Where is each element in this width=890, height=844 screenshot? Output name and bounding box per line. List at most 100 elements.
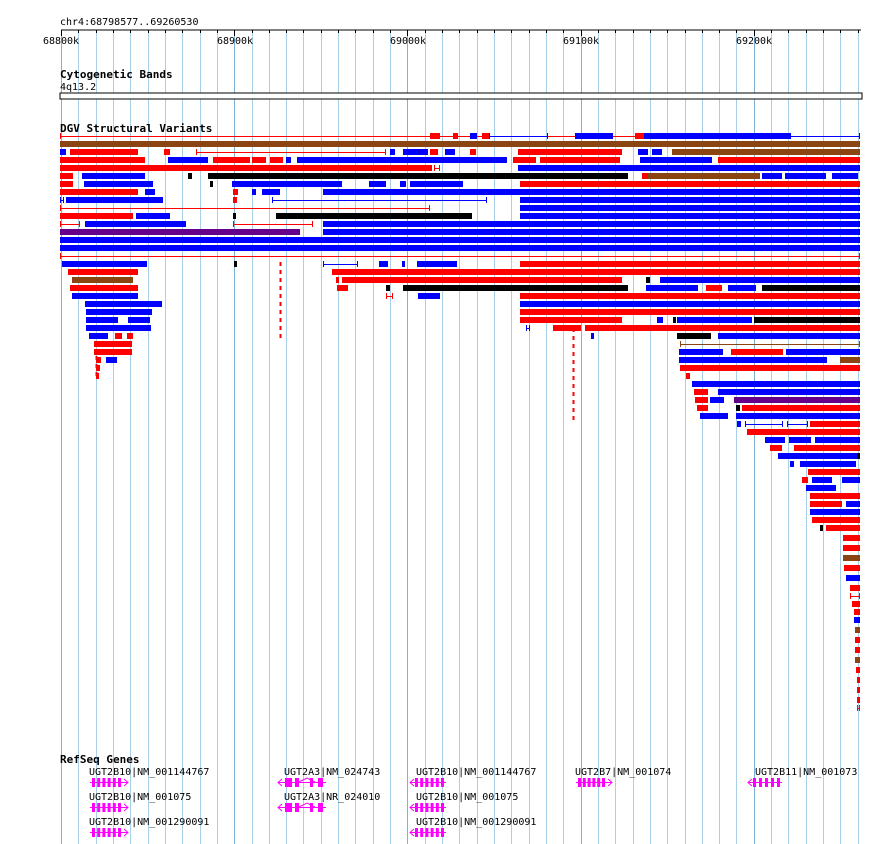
structural-variant[interactable] <box>434 165 440 171</box>
structural-variant[interactable] <box>323 261 358 267</box>
structural-variant[interactable] <box>640 157 712 163</box>
structural-variant[interactable] <box>677 317 752 323</box>
structural-variant[interactable] <box>844 565 860 571</box>
structural-variant[interactable] <box>270 157 283 163</box>
structural-variant[interactable] <box>652 149 662 155</box>
structural-variant[interactable] <box>410 181 463 187</box>
structural-variant[interactable] <box>710 397 724 403</box>
structural-variant[interactable] <box>297 157 507 163</box>
structural-variant[interactable] <box>60 205 430 211</box>
structural-variant[interactable] <box>332 269 860 275</box>
structural-variant[interactable] <box>520 293 860 299</box>
ruler[interactable]: chr4:68798577..69260530 68800k 68900k 69… <box>43 17 861 47</box>
structural-variant[interactable] <box>802 477 808 483</box>
structural-variant[interactable] <box>86 325 151 331</box>
structural-variant[interactable] <box>520 181 860 187</box>
structural-variant[interactable] <box>857 677 860 683</box>
structural-variant[interactable] <box>810 509 860 515</box>
structural-variant[interactable] <box>742 405 860 411</box>
structural-variant[interactable] <box>770 445 782 451</box>
gene-ugt2b10-nm-001075-a[interactable] <box>90 803 129 812</box>
structural-variant[interactable] <box>68 269 138 275</box>
structural-variant[interactable] <box>66 197 163 203</box>
structural-variant[interactable] <box>136 213 170 219</box>
structural-variant[interactable] <box>233 189 238 195</box>
structural-variant[interactable] <box>337 285 348 291</box>
structural-variant[interactable] <box>60 173 73 179</box>
structural-variant[interactable] <box>635 133 644 139</box>
structural-variant[interactable] <box>840 357 860 363</box>
structural-variant[interactable] <box>812 477 832 483</box>
structural-variant[interactable] <box>323 229 860 235</box>
structural-variant[interactable] <box>272 197 487 203</box>
cytoband-track[interactable]: Cytogenetic Bands 4q13.2 <box>59 68 863 100</box>
structural-variant[interactable] <box>402 261 405 267</box>
structural-variant[interactable] <box>70 149 138 155</box>
structural-variant[interactable] <box>60 165 432 171</box>
structural-variant[interactable] <box>60 213 133 219</box>
structural-variant[interactable] <box>430 149 438 155</box>
structural-variant[interactable] <box>747 429 860 435</box>
structural-variant[interactable] <box>520 189 860 195</box>
structural-variant[interactable] <box>700 413 728 419</box>
structural-variant[interactable] <box>86 317 118 323</box>
structural-variant[interactable] <box>808 469 860 475</box>
structural-variant[interactable] <box>445 149 455 155</box>
gene-ugt2a3-nm-024743[interactable] <box>277 777 326 787</box>
structural-variant[interactable] <box>276 213 472 219</box>
structural-variant[interactable] <box>188 173 192 179</box>
structural-variant[interactable] <box>96 357 101 363</box>
structural-variant[interactable] <box>657 317 663 323</box>
structural-variant[interactable] <box>518 165 860 171</box>
structural-variant[interactable] <box>810 501 842 507</box>
structural-variant[interactable] <box>679 349 723 355</box>
structural-variant[interactable] <box>787 421 808 427</box>
structural-variant[interactable] <box>591 333 594 339</box>
structural-variant[interactable] <box>855 647 860 653</box>
structural-variant[interactable] <box>85 301 162 307</box>
structural-variant[interactable] <box>379 261 388 267</box>
structural-variant[interactable] <box>390 149 395 155</box>
structural-variant[interactable] <box>60 221 80 227</box>
structural-variant[interactable] <box>400 181 406 187</box>
structural-variant[interactable] <box>168 157 208 163</box>
structural-variant[interactable] <box>575 133 613 139</box>
structural-variant[interactable] <box>94 341 132 347</box>
structural-variant[interactable] <box>736 405 740 411</box>
structural-variant[interactable] <box>60 245 860 251</box>
dgv-track[interactable]: DGV Structural Variants <box>60 122 860 711</box>
structural-variant[interactable] <box>106 357 117 363</box>
structural-variant[interactable] <box>403 149 428 155</box>
structural-variant[interactable] <box>692 381 860 387</box>
structural-variant[interactable] <box>855 657 860 663</box>
structural-variant[interactable] <box>85 221 186 227</box>
structural-variant[interactable] <box>336 277 339 283</box>
structural-variant[interactable] <box>815 437 860 443</box>
structural-variant[interactable] <box>820 525 823 531</box>
structural-variant[interactable] <box>857 453 860 459</box>
structural-variant[interactable] <box>857 687 860 693</box>
structural-variant[interactable] <box>778 453 860 459</box>
structural-variant[interactable] <box>677 333 711 339</box>
structural-variant[interactable] <box>60 253 860 259</box>
structural-variant[interactable] <box>854 617 860 623</box>
structural-variant[interactable] <box>754 317 860 323</box>
structural-variant[interactable] <box>832 173 858 179</box>
structural-variant[interactable] <box>718 333 860 339</box>
structural-variant[interactable] <box>855 627 860 633</box>
structural-variant[interactable] <box>846 501 860 507</box>
structural-variant[interactable] <box>857 705 860 711</box>
structural-variant[interactable] <box>826 525 860 531</box>
structural-variant[interactable] <box>72 293 138 299</box>
structural-variant[interactable] <box>489 133 548 139</box>
structural-variant[interactable] <box>520 261 860 267</box>
structural-variant[interactable] <box>850 593 860 599</box>
structural-variant[interactable] <box>786 349 860 355</box>
structural-variant[interactable] <box>680 341 860 347</box>
structural-variant[interactable] <box>213 157 250 163</box>
structural-variant[interactable] <box>520 309 860 315</box>
structural-variant[interactable] <box>646 277 650 283</box>
structural-variant[interactable] <box>673 317 676 323</box>
structural-variant[interactable] <box>810 421 860 427</box>
structural-variant[interactable] <box>252 189 256 195</box>
